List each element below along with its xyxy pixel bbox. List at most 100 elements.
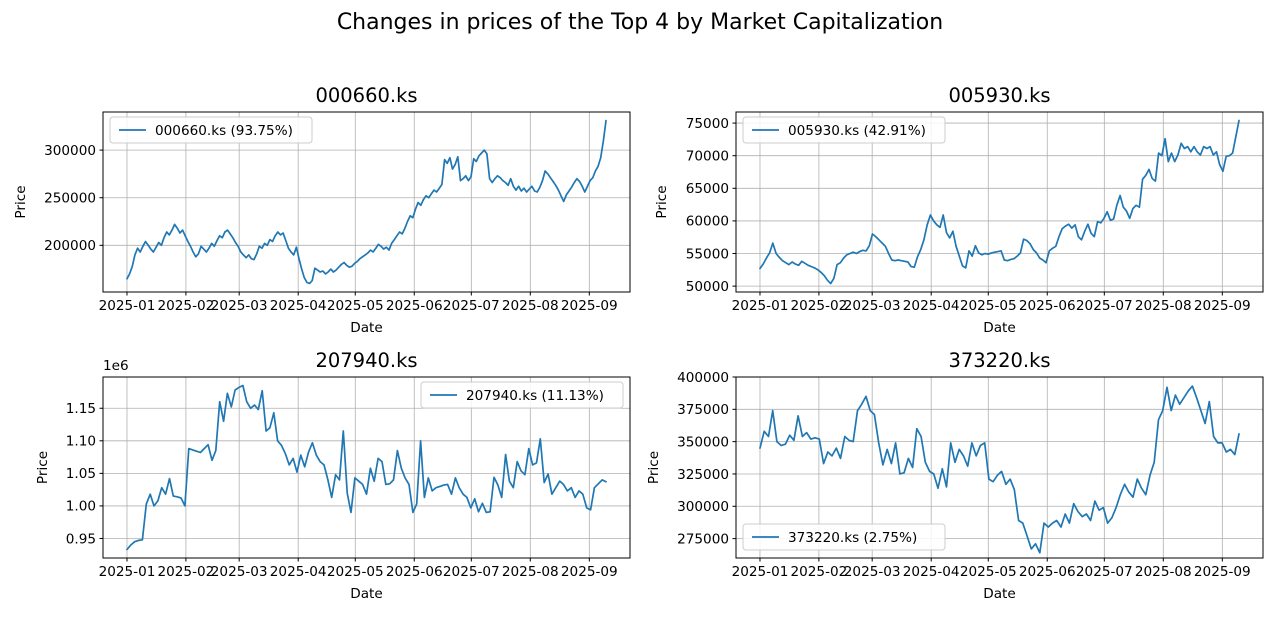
x-tick-label: 2025-05 (327, 564, 384, 580)
x-tick-label: 2025-05 (960, 298, 1017, 314)
x-tick-label: 2025-01 (99, 298, 156, 314)
legend-box (109, 116, 313, 144)
y-tick-label: 65000 (686, 181, 729, 197)
legend-box (742, 116, 946, 144)
x-tick-label: 2025-03 (844, 298, 901, 314)
x-tick-label: 2025-09 (561, 564, 618, 580)
price-line (126, 384, 607, 551)
x-tick-label: 2025-05 (960, 564, 1017, 580)
x-tick-label: 2025-09 (1194, 564, 1251, 580)
tick-marks (99, 407, 590, 562)
y-axis-label: Price (13, 185, 29, 218)
tick-marks (732, 376, 1223, 562)
legend-label: 207940.ks (11.13%) (466, 388, 604, 404)
x-tick-label: 2025-02 (157, 298, 214, 314)
price-line (759, 119, 1240, 285)
legend-box (420, 381, 624, 409)
y-axis-label: Price (654, 185, 670, 218)
y-tick-label: 400000 (677, 370, 729, 386)
x-tick-label: 2025-07 (443, 564, 500, 580)
legend: 005930.ks (42.91%) (742, 116, 946, 144)
y-axis-label: Price (35, 451, 51, 484)
legend-label: 005930.ks (42.91%) (788, 123, 926, 139)
y-tick-label: 300000 (677, 499, 729, 515)
x-tick-label: 2025-04 (270, 298, 327, 314)
y-tick-label: 50000 (686, 279, 729, 295)
y-tick-label: 250000 (44, 191, 96, 207)
figure-title: Changes in prices of the Top 4 by Market… (336, 10, 944, 35)
y-tick-label: 1.15 (66, 401, 96, 417)
x-tick-label: 2025-08 (502, 564, 559, 580)
x-tick-label: 2025-06 (1019, 298, 1076, 314)
x-tick-label: 2025-01 (732, 298, 789, 314)
x-tick-label: 2025-06 (386, 298, 443, 314)
x-tick-label: 2025-09 (1194, 298, 1251, 314)
subplot-title: 000660.ks (315, 85, 417, 107)
y-tick-label: 55000 (686, 246, 729, 262)
x-axis-label: Date (983, 320, 1016, 336)
y-tick-label: 1.10 (66, 434, 96, 450)
y-tick-label: 0.95 (66, 531, 96, 547)
x-axis-label: Date (350, 320, 383, 336)
y-tick-label: 1.00 (66, 499, 96, 515)
x-axis-label: Date (983, 586, 1016, 602)
plot-border (735, 376, 1264, 559)
x-tick-label: 2025-08 (1135, 564, 1192, 580)
legend: 207940.ks (11.13%) (420, 381, 624, 409)
subplot-title: 207940.ks (315, 350, 417, 372)
x-axis-label: Date (350, 586, 383, 602)
x-tick-label: 2025-06 (386, 564, 443, 580)
y-tick-label: 375000 (677, 402, 729, 418)
x-tick-label: 2025-02 (790, 564, 847, 580)
y-tick-label: 275000 (677, 531, 729, 547)
tick-marks (732, 122, 1223, 296)
x-tick-label: 2025-03 (211, 564, 268, 580)
x-tick-label: 2025-09 (561, 298, 618, 314)
y-tick-label: 1.05 (66, 466, 96, 482)
x-tick-label: 2025-04 (903, 298, 960, 314)
tick-marks (99, 149, 590, 296)
grid (103, 377, 630, 558)
y-tick-label: 60000 (686, 214, 729, 230)
x-tick-label: 2025-06 (1019, 564, 1076, 580)
x-tick-label: 2025-03 (211, 298, 268, 314)
legend: 000660.ks (93.75%) (109, 116, 313, 144)
x-tick-label: 2025-03 (844, 564, 901, 580)
x-tick-label: 2025-01 (99, 564, 156, 580)
y-tick-label: 350000 (677, 434, 729, 450)
plot-border (102, 111, 631, 293)
y-tick-label: 75000 (686, 116, 729, 132)
x-tick-label: 2025-04 (903, 564, 960, 580)
subplot-title: 373220.ks (948, 350, 1050, 372)
legend-box (742, 523, 946, 551)
x-tick-label: 2025-02 (157, 564, 214, 580)
legend-label: 373220.ks (2.75%) (788, 530, 917, 546)
price-line (126, 119, 607, 285)
legend: 373220.ks (2.75%) (742, 523, 946, 551)
y-tick-label: 200000 (44, 238, 96, 254)
x-tick-label: 2025-08 (502, 298, 559, 314)
y-tick-label: 300000 (44, 143, 96, 159)
plot-border (102, 376, 631, 559)
y-tick-label: 70000 (686, 148, 729, 164)
x-tick-label: 2025-02 (790, 298, 847, 314)
axis-offset-text: 1e6 (103, 358, 129, 374)
x-tick-label: 2025-08 (1135, 298, 1192, 314)
x-tick-label: 2025-07 (1076, 298, 1133, 314)
plot-border (735, 111, 1264, 293)
y-axis-label: Price (646, 451, 662, 484)
price-line (759, 385, 1240, 554)
x-tick-label: 2025-04 (270, 564, 327, 580)
x-tick-label: 2025-07 (1076, 564, 1133, 580)
subplot-title: 005930.ks (948, 85, 1050, 107)
x-tick-label: 2025-01 (732, 564, 789, 580)
x-tick-label: 2025-07 (443, 298, 500, 314)
x-tick-label: 2025-05 (327, 298, 384, 314)
y-tick-label: 325000 (677, 467, 729, 483)
